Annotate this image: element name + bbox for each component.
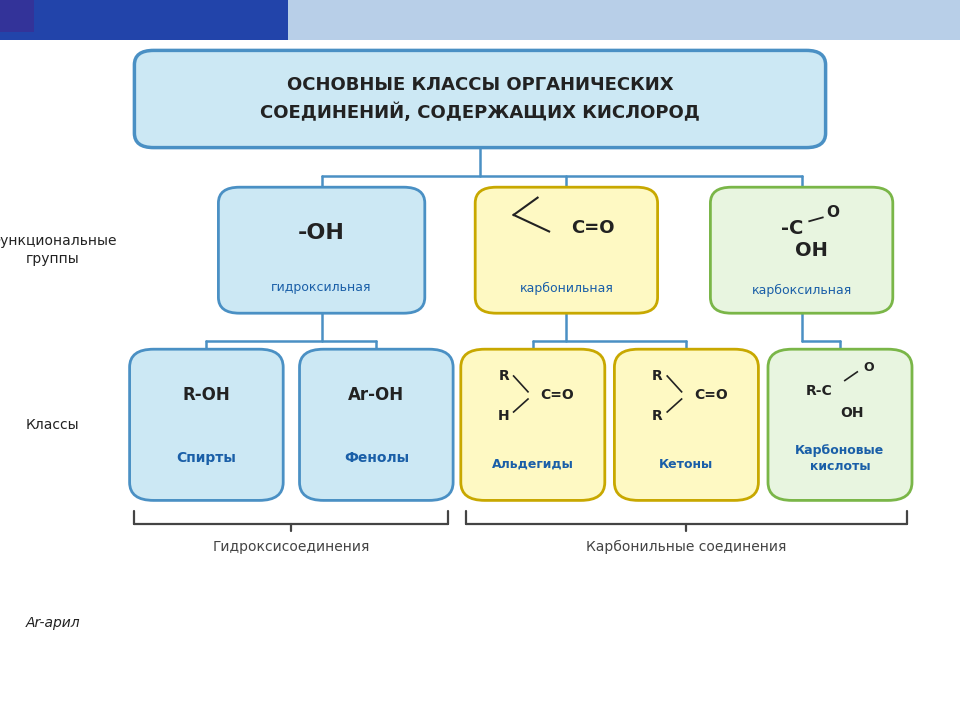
Text: C=O: C=O: [540, 388, 574, 402]
Text: Ar-OH: Ar-OH: [348, 386, 404, 403]
Text: Карбонильные соединения: Карбонильные соединения: [587, 540, 786, 554]
Text: R: R: [498, 369, 510, 383]
Text: OH: OH: [795, 240, 828, 260]
Text: Карбоновые
кислоты: Карбоновые кислоты: [796, 444, 884, 472]
FancyBboxPatch shape: [768, 349, 912, 500]
Text: OH: OH: [840, 406, 863, 420]
Text: -OH: -OH: [299, 222, 345, 243]
Text: R: R: [652, 369, 663, 383]
Text: Функциональные
группы: Функциональные группы: [0, 234, 117, 266]
Text: карбоксильная: карбоксильная: [752, 284, 852, 297]
FancyBboxPatch shape: [475, 187, 658, 313]
FancyBboxPatch shape: [130, 349, 283, 500]
Text: Классы: Классы: [26, 418, 80, 432]
FancyBboxPatch shape: [461, 349, 605, 500]
FancyBboxPatch shape: [134, 50, 826, 148]
Text: R: R: [652, 408, 663, 423]
FancyBboxPatch shape: [614, 349, 758, 500]
FancyBboxPatch shape: [710, 187, 893, 313]
Text: ОСНОВНЫЕ КЛАССЫ ОРГАНИЧЕСКИХ
СОЕДИНЕНИЙ, СОДЕРЖАЩИХ КИСЛОРОД: ОСНОВНЫЕ КЛАССЫ ОРГАНИЧЕСКИХ СОЕДИНЕНИЙ,…: [260, 76, 700, 122]
Text: O: O: [826, 205, 839, 220]
Text: R-C: R-C: [805, 384, 832, 398]
Text: Кетоны: Кетоны: [660, 458, 713, 471]
Text: O: O: [863, 361, 875, 374]
Text: Гидроксисоединения: Гидроксисоединения: [213, 540, 370, 554]
Text: гидроксильная: гидроксильная: [272, 282, 372, 294]
Text: H: H: [498, 408, 510, 423]
Text: Ar-арил: Ar-арил: [26, 616, 80, 630]
Text: Фенолы: Фенолы: [344, 451, 409, 465]
Text: C=O: C=O: [571, 219, 614, 237]
Text: -C: -C: [780, 220, 804, 238]
FancyBboxPatch shape: [219, 187, 424, 313]
FancyBboxPatch shape: [0, 0, 34, 32]
FancyBboxPatch shape: [0, 0, 288, 40]
Text: R-OH: R-OH: [182, 386, 230, 403]
Text: карбонильная: карбонильная: [519, 282, 613, 294]
Text: C=O: C=O: [694, 388, 728, 402]
FancyBboxPatch shape: [300, 349, 453, 500]
Text: Спирты: Спирты: [177, 451, 236, 465]
FancyBboxPatch shape: [0, 0, 960, 40]
Text: Альдегиды: Альдегиды: [492, 458, 574, 471]
